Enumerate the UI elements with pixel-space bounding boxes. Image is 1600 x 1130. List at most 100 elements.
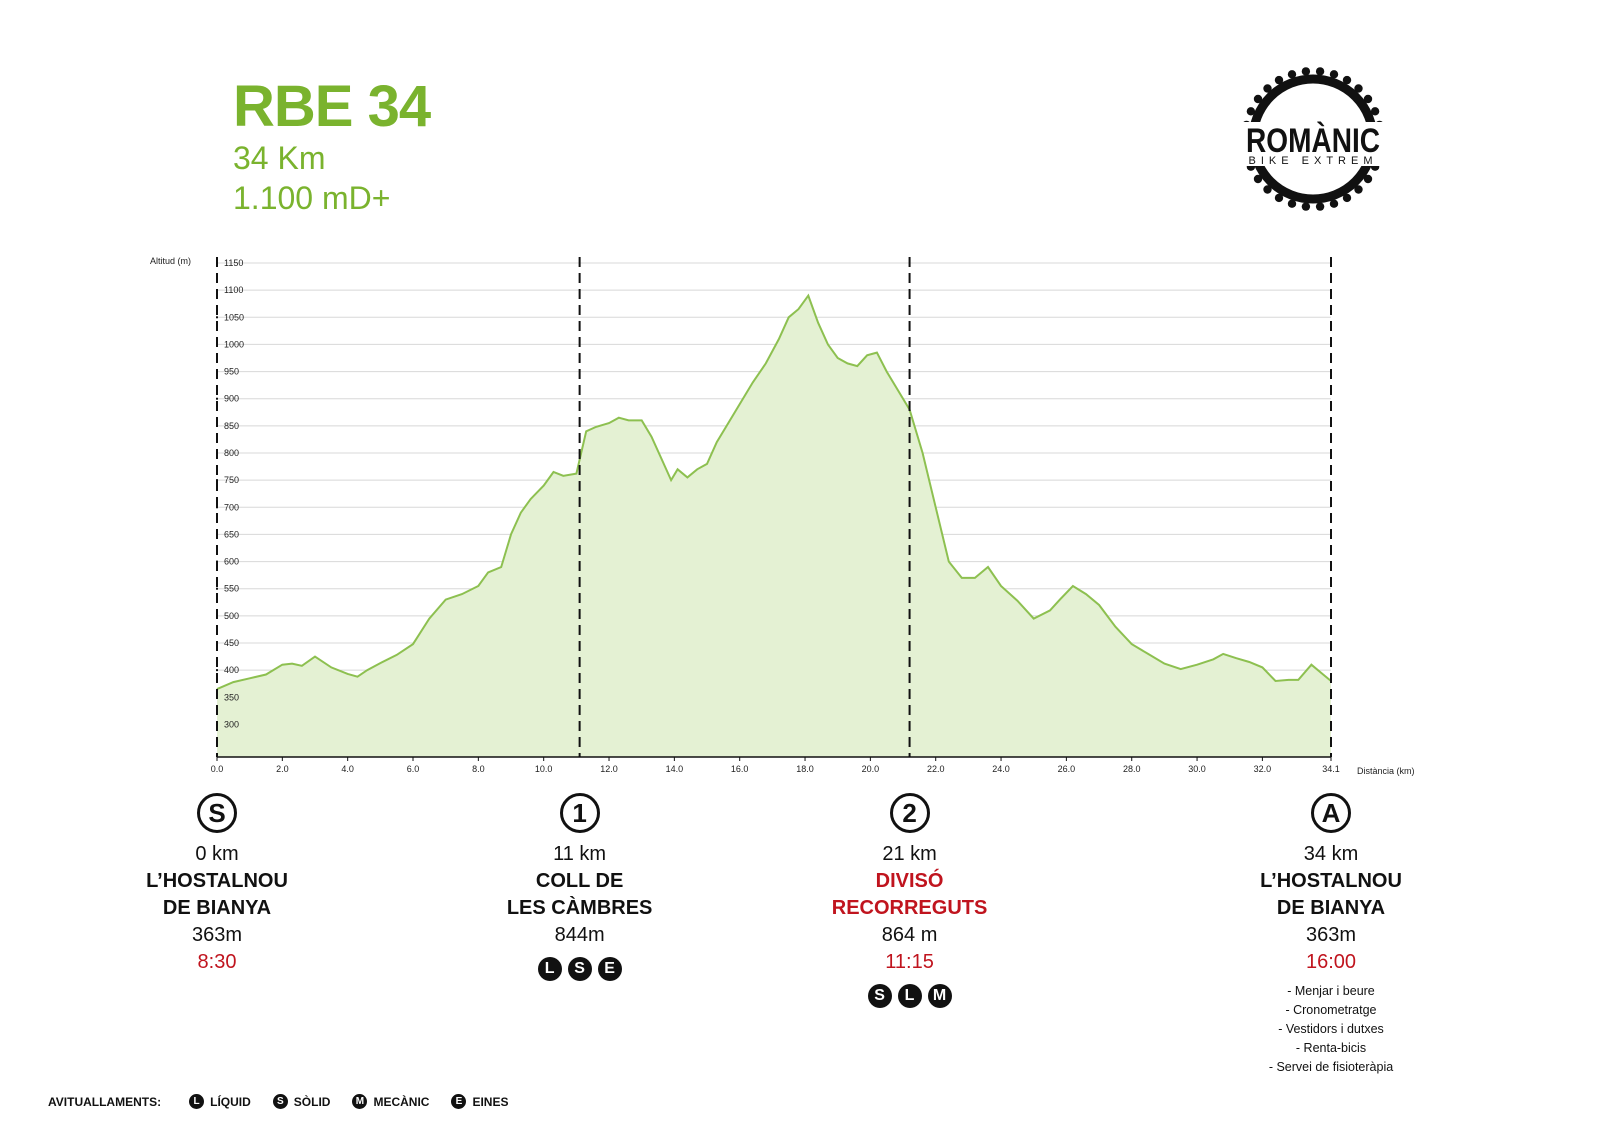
- gear-tooth: [1287, 70, 1297, 79]
- x-tick-label: 22.0: [927, 764, 945, 774]
- y-tick-label: 1000: [224, 339, 244, 349]
- finish-service-item: - Cronometratge: [1285, 1003, 1377, 1017]
- elevation-area: [217, 295, 1331, 757]
- checkpoint-badge: A: [1311, 793, 1351, 833]
- x-tick-label: 34.1: [1322, 764, 1340, 774]
- y-tick-label: 550: [224, 584, 239, 594]
- checkpoint-name-line1: COLL DE: [535, 870, 624, 892]
- service-badge-s: S: [867, 984, 892, 1008]
- y-tick-label: 350: [224, 692, 239, 702]
- route-header: RBE 34 34 Km 1.100 mD+: [233, 76, 431, 218]
- y-tick-label: 1150: [224, 258, 243, 268]
- checkpoint-name-line2: DE BIANYA: [162, 897, 272, 919]
- gear-tooth: [1301, 67, 1311, 76]
- checkpoint-altitude: 363m: [1305, 924, 1357, 946]
- logo-name: ROMÀNIC: [1246, 122, 1380, 160]
- checkpoint-name-line1: L’HOSTALNOU: [1260, 870, 1402, 892]
- y-tick-label: 500: [224, 611, 239, 621]
- route-distance: 34 Km: [233, 140, 326, 176]
- x-tick-label: 20.0: [862, 764, 880, 774]
- gear-tooth: [1253, 94, 1263, 104]
- gear-tooth: [1363, 174, 1373, 184]
- service-badge-e: E: [597, 957, 622, 981]
- gear-tooth: [1274, 193, 1284, 203]
- y-tick-label: 650: [224, 529, 239, 539]
- y-axis-label: Altitud (m): [150, 256, 191, 266]
- y-tick-label: 900: [224, 394, 239, 404]
- x-tick-label: 10.0: [535, 764, 553, 774]
- legend-badge: M: [352, 1094, 368, 1109]
- gear-tooth: [1246, 107, 1256, 116]
- legend-badge: L: [189, 1094, 205, 1109]
- y-tick-label: 750: [224, 475, 239, 485]
- checkpoint-time: 16:00: [1305, 951, 1357, 973]
- checkpoint-1: 1 11 km COLL DE LES CÀMBRES 844m L S E: [460, 793, 700, 981]
- x-tick-label: 32.0: [1254, 764, 1272, 774]
- legend-item-m: M MECÀNIC: [352, 1094, 429, 1109]
- y-tick-label: 850: [224, 421, 239, 431]
- x-axis-label: Distància (km): [1357, 766, 1415, 776]
- gear-tooth: [1274, 75, 1284, 85]
- gear-tooth: [1287, 199, 1297, 208]
- finish-service-item: - Menjar i beure: [1287, 984, 1375, 998]
- checkpoint-name-line2: LES CÀMBRES: [506, 897, 653, 919]
- checkpoint-name-line1: DIVISÓ: [875, 870, 944, 892]
- x-tick-label: 16.0: [731, 764, 749, 774]
- checkpoint-2: 2 21 km DIVISÓ RECORREGUTS 864 m 11:15 S L M: [790, 793, 1030, 1008]
- checkpoint-lines: [216, 257, 1332, 757]
- legend-label: SÒLID: [293, 1094, 331, 1109]
- x-tick-label: 2.0: [276, 764, 289, 774]
- y-tick-label: 600: [224, 557, 239, 567]
- checkpoint-time: 8:30: [197, 951, 237, 973]
- legend-badge: E: [451, 1094, 467, 1109]
- finish-service-item: - Servei de fisioteràpia: [1268, 1060, 1394, 1074]
- checkpoint-km: 21 km: [882, 843, 937, 865]
- x-tick-label: 30.0: [1188, 764, 1206, 774]
- x-tick-label: 24.0: [992, 764, 1010, 774]
- gear-tooth: [1329, 199, 1339, 208]
- gear-tooth: [1370, 107, 1380, 116]
- logo-tagline: BIKE EXTREM: [1249, 155, 1378, 167]
- checkpoint-km: 0 km: [195, 843, 239, 865]
- gear-tooth: [1315, 67, 1325, 76]
- service-badge-l: L: [897, 984, 922, 1008]
- finish-services-list: - Menjar i beure - Cronometratge - Vestido…: [1211, 982, 1451, 1077]
- y-tick-label: 1100: [224, 285, 243, 295]
- chart-axes: [216, 756, 1332, 761]
- checkpoint-altitude: 864 m: [881, 924, 938, 946]
- route-elevation-gain: 1.100 mD+: [233, 180, 391, 216]
- elevation-line: [216, 293, 1332, 691]
- supply-legend: AVITUALLAMENTS: L LÍQUID S SÒLID M MECÀNIC E EI…: [48, 1094, 508, 1109]
- x-tick-label: 6.0: [407, 764, 420, 774]
- checkpoint-badge: 2: [889, 793, 930, 833]
- checkpoint-a: A 34 km L’HOSTALNOU DE BIANYA 363m 16:00 - Men…: [1211, 793, 1451, 1077]
- checkpoint-time: 11:15: [885, 951, 934, 973]
- y-tick-label: 800: [224, 448, 239, 458]
- gear-tooth: [1329, 70, 1339, 79]
- gear-tooth: [1342, 193, 1352, 203]
- legend-label: MECÀNIC: [373, 1094, 430, 1109]
- gear-tooth: [1363, 94, 1373, 104]
- x-tick-labels: 0.0 2.0 4.0 6.0 8.0 10.0 12.0 14.0 16.0 18.0 20.0 2…: [211, 764, 1340, 774]
- x-tick-label: 4.0: [341, 764, 354, 774]
- gear-tooth: [1263, 84, 1272, 93]
- x-tick-label: 12.0: [600, 764, 618, 774]
- legend-item-l: L LÍQUID: [189, 1094, 251, 1109]
- checkpoint-name-line1: L’HOSTALNOU: [146, 870, 288, 892]
- service-badge-s: S: [567, 957, 592, 981]
- checkpoint-name-line2: DE BIANYA: [1276, 897, 1386, 919]
- y-tick-label: 1050: [224, 312, 244, 322]
- service-badge-l: L: [537, 957, 562, 981]
- checkpoint-km: 11 km: [553, 843, 607, 865]
- checkpoint-altitude: 844m: [554, 924, 605, 946]
- legend-label: EINES: [472, 1094, 509, 1109]
- checkpoint-name-line2: RECORREGUTS: [831, 897, 988, 919]
- y-tick-labels: 300 350 400 450 500 550 600 650 700 750 800 850 900 9…: [224, 258, 244, 729]
- gear-tooth: [1354, 185, 1363, 194]
- finish-service-item: - Renta-bicis: [1295, 1041, 1367, 1055]
- legend-label: LÍQUID: [210, 1094, 251, 1109]
- legend-title: AVITUALLAMENTS:: [48, 1094, 162, 1109]
- gear-tooth: [1342, 75, 1352, 85]
